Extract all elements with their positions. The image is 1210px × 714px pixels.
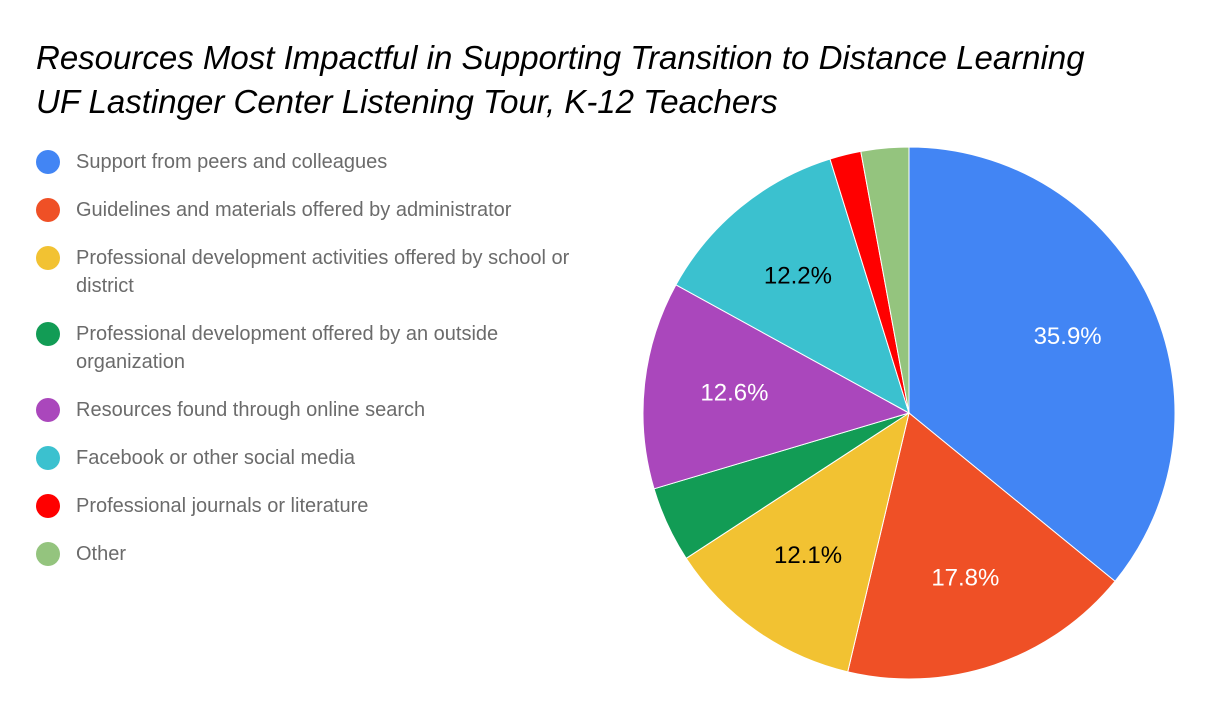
legend-swatch — [36, 398, 60, 422]
pie-slice — [860, 146, 910, 414]
legend-label: Professional journals or literature — [76, 495, 369, 517]
legend-label: Facebook or other social media — [76, 447, 356, 469]
legend-swatch — [36, 150, 60, 174]
pie-slice — [908, 146, 1176, 582]
legend-item: Resources found through online search — [36, 396, 606, 424]
pie-slice — [685, 411, 910, 673]
legend-item: Professional development offered by an o… — [36, 320, 606, 376]
legend-label: Professional development offered by an o… — [76, 323, 499, 373]
legend-item: Other — [36, 540, 606, 568]
slice-data-label: 12.2% — [764, 262, 832, 289]
legend-swatch — [36, 446, 60, 470]
legend-item: Professional journals or literature — [36, 492, 606, 520]
legend-label: Support from peers and colleagues — [76, 151, 388, 173]
pie-slice — [642, 284, 911, 490]
legend-label: Professional development activities offe… — [76, 247, 570, 297]
legend-swatch — [36, 322, 60, 346]
legend-item: Guidelines and materials offered by admi… — [36, 196, 606, 224]
legend-label: Guidelines and materials offered by admi… — [76, 199, 512, 221]
legend-item: Facebook or other social media — [36, 444, 606, 472]
pie-slice — [675, 158, 910, 415]
legend-swatch — [36, 542, 60, 566]
legend-label: Other — [76, 543, 127, 565]
legend-swatch — [36, 494, 60, 518]
chart-title: Resources Most Impactful in Supporting T… — [36, 36, 1196, 124]
slice-data-label: 12.6% — [700, 380, 768, 407]
legend-item: Support from peers and colleagues — [36, 148, 606, 176]
chart-legend: Support from peers and colleagues Guideli… — [36, 148, 606, 588]
chart-title-line-1: Resources Most Impactful in Supporting T… — [36, 39, 1085, 76]
legend-label: Resources found through online search — [76, 399, 426, 421]
slice-data-label: 17.8% — [931, 565, 999, 592]
pie-chart: 35.9% 17.8% 12.1% 12.6% 12.2% — [642, 146, 1176, 680]
legend-item: Professional development activities offe… — [36, 244, 606, 300]
legend-swatch — [36, 246, 60, 270]
slice-data-label: 12.1% — [774, 542, 842, 569]
slice-data-label: 35.9% — [1034, 323, 1102, 350]
legend-swatch — [36, 198, 60, 222]
pie-slice — [847, 412, 1116, 680]
chart-title-line-2: UF Lastinger Center Listening Tour, K-12… — [36, 83, 778, 120]
